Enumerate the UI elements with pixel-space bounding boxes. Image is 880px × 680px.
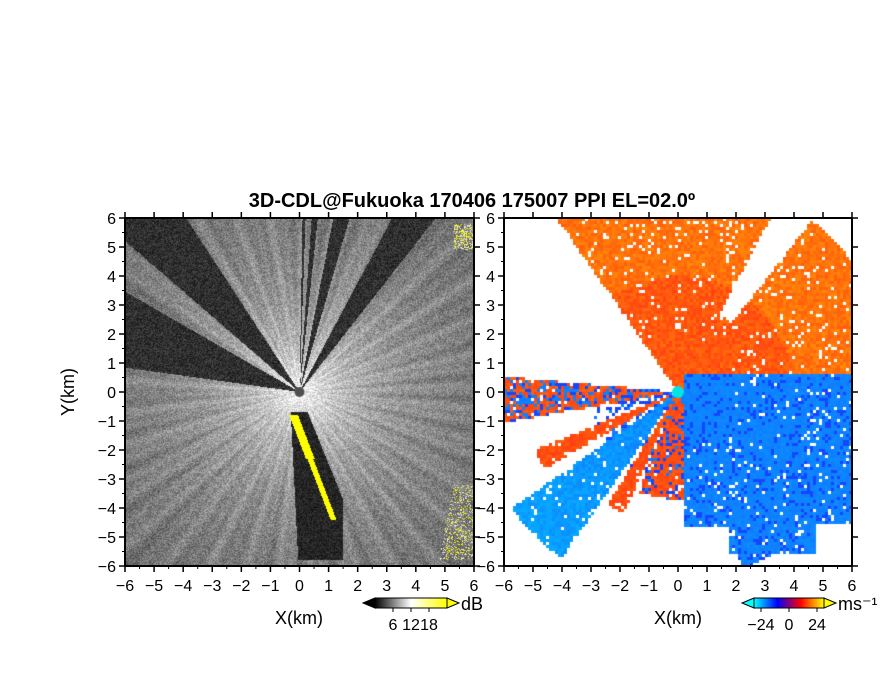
- velocity-ytick-label: −1: [477, 414, 495, 431]
- reflectivity-ytick-label: −6: [98, 559, 116, 576]
- reflectivity-ytick-label: 3: [107, 298, 116, 315]
- reflectivity-ytick-label: 0: [107, 385, 116, 402]
- reflectivity-ytick-label: −4: [98, 501, 116, 518]
- velocity-xtick-label: −4: [553, 578, 571, 595]
- reflectivity-ytick-label: −2: [98, 443, 116, 460]
- velocity-xtick-label: 6: [848, 578, 857, 595]
- reflectivity-ytick-label: −3: [98, 472, 116, 489]
- velocity-ytick-label: 0: [486, 385, 495, 402]
- reflectivity-ytick-label: 1: [107, 356, 116, 373]
- velocity-ytick-label: −2: [477, 443, 495, 460]
- reflectivity-xtick-label: 4: [411, 578, 420, 595]
- velocity-ytick-label: 4: [486, 269, 495, 286]
- reflectivity-colorbar-unit: dB: [461, 594, 483, 614]
- velocity-ytick-label: −3: [477, 472, 495, 489]
- reflectivity-xlabel: X(km): [275, 608, 323, 628]
- reflectivity-ytick-label: 5: [107, 240, 116, 257]
- velocity-xtick-label: −1: [640, 578, 658, 595]
- velocity-colorbar: −24 0 24 ms⁻¹: [740, 594, 878, 634]
- velocity-xtick-label: −5: [524, 578, 542, 595]
- velocity-ytick-label: 2: [486, 327, 495, 344]
- velocity-colorbar-tick-label: 24: [808, 617, 826, 634]
- reflectivity-xtick-label: 1: [324, 578, 333, 595]
- velocity-colorbar-min-arrow: [740, 597, 755, 609]
- reflectivity-xtick-label: 3: [382, 578, 391, 595]
- velocity-xtick-label: 4: [790, 578, 799, 595]
- reflectivity-colorbar-max-arrow: [446, 597, 461, 609]
- velocity-ytick-label: −5: [477, 530, 495, 547]
- velocity-ticks: −6 −5 −4 −3 −2 −1 0 1 2 3 4 5 6 −6 −5 −4 −3 −2 −1 0 1 2 3 4 5 6: [477, 211, 858, 595]
- reflectivity-colorbar-tick-label: 6: [389, 617, 398, 634]
- figure-title: 3D-CDL@Fukuoka 170406 175007 PPI EL=02.0…: [249, 190, 695, 212]
- reflectivity-xtick-label: 5: [440, 578, 449, 595]
- reflectivity-ytick-label: 6: [107, 211, 116, 228]
- velocity-xtick-label: −3: [582, 578, 600, 595]
- reflectivity-ytick-label: 2: [107, 327, 116, 344]
- reflectivity-colorbar-strip: [374, 597, 448, 609]
- velocity-panel: −6 −5 −4 −3 −2 −1 0 1 2 3 4 5 6 −6 −5 −4 −3 −2 −1 0 1 2 3 4 5 6 X…: [477, 211, 878, 634]
- reflectivity-ytick-label: 4: [107, 269, 116, 286]
- velocity-ytick-label: 1: [486, 356, 495, 373]
- velocity-ytick-label: 6: [486, 211, 495, 228]
- velocity-xtick-label: 2: [732, 578, 741, 595]
- reflectivity-xtick-label: −4: [174, 578, 192, 595]
- velocity-ytick-label: −6: [477, 559, 495, 576]
- reflectivity-image: [125, 218, 474, 566]
- reflectivity-xtick-label: −1: [261, 578, 279, 595]
- reflectivity-xtick-label: −3: [203, 578, 221, 595]
- reflectivity-colorbar-tick-label: 18: [420, 617, 438, 634]
- reflectivity-xtick-label: −6: [116, 578, 134, 595]
- velocity-ytick-label: 5: [486, 240, 495, 257]
- reflectivity-ylabel: Y(km): [58, 368, 78, 416]
- reflectivity-xtick-label: 2: [353, 578, 362, 595]
- reflectivity-ytick-label: −1: [98, 414, 116, 431]
- velocity-colorbar-max-arrow: [823, 597, 838, 609]
- reflectivity-xtick-label: −5: [145, 578, 163, 595]
- velocity-colorbar-tick-label: 0: [785, 617, 794, 634]
- velocity-xtick-label: 1: [703, 578, 712, 595]
- velocity-colorbar-tick-label: −24: [747, 617, 774, 634]
- velocity-ytick-label: 3: [486, 298, 495, 315]
- reflectivity-colorbar: 6 12 18 dB: [361, 594, 483, 634]
- reflectivity-colorbar-tick-label: 12: [402, 617, 420, 634]
- velocity-xlabel: X(km): [654, 608, 702, 628]
- velocity-xtick-label: −2: [611, 578, 629, 595]
- reflectivity-xtick-label: −2: [232, 578, 250, 595]
- velocity-colorbar-unit: ms⁻¹: [838, 594, 878, 614]
- reflectivity-xtick-label: 6: [470, 578, 479, 595]
- velocity-xtick-label: 5: [819, 578, 828, 595]
- velocity-image: [504, 218, 852, 566]
- velocity-colorbar-strip: [753, 597, 825, 609]
- reflectivity-colorbar-min-arrow: [361, 597, 376, 609]
- velocity-xtick-label: 0: [674, 578, 683, 595]
- reflectivity-xtick-label: 0: [295, 578, 304, 595]
- velocity-xtick-label: 3: [761, 578, 770, 595]
- reflectivity-ticks: −6 −5 −4 −3 −2 −1 0 1 2 3 4 5 6 −6 −5 −4 −3 −2 −1 0 1 2 3 4 5 6: [98, 211, 480, 595]
- velocity-xtick-label: −6: [495, 578, 513, 595]
- reflectivity-ytick-label: −5: [98, 530, 116, 547]
- velocity-ytick-label: −4: [477, 501, 495, 518]
